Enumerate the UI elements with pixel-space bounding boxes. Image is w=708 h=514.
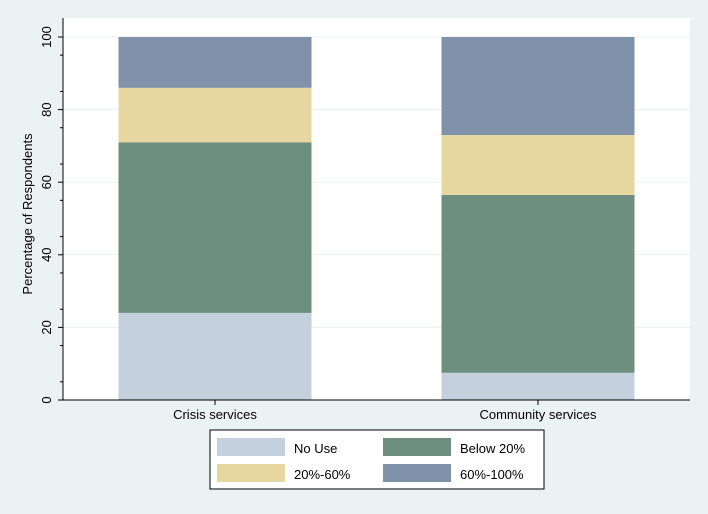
y-ticks: 0 20 40 60 80 100 [39, 26, 63, 404]
bar-segment [118, 37, 312, 88]
legend-label: 20%-60% [294, 467, 351, 482]
y-tick-label: 40 [39, 248, 54, 262]
bar-segment [441, 194, 635, 373]
legend-swatch [217, 438, 285, 456]
legend-swatch [217, 464, 285, 482]
bar-segment [118, 142, 312, 313]
bar-segment [441, 135, 635, 195]
bar-segment [441, 372, 635, 400]
bar-segment [118, 312, 312, 400]
legend-swatch [383, 438, 451, 456]
legend-label: 60%-100% [460, 467, 524, 482]
legend-label: Below 20% [460, 441, 525, 456]
bar-segment [118, 87, 312, 143]
bar-segment [441, 37, 635, 136]
x-category-label: Crisis services [173, 407, 257, 422]
x-labels: Crisis services Community services [173, 400, 597, 422]
legend-swatch [383, 464, 451, 482]
bars [118, 37, 635, 400]
x-category-label: Community services [479, 407, 597, 422]
axes [62, 18, 690, 401]
y-tick-label: 60 [39, 175, 54, 189]
legend-label: No Use [294, 441, 337, 456]
y-tick-label: 0 [39, 396, 54, 403]
y-axis-title: Percentage of Respondents [20, 133, 35, 295]
y-tick-label: 80 [39, 102, 54, 116]
legend: No Use Below 20% 20%-60% 60%-100% [209, 429, 545, 490]
y-tick-label: 20 [39, 320, 54, 334]
y-tick-label: 100 [39, 26, 54, 48]
